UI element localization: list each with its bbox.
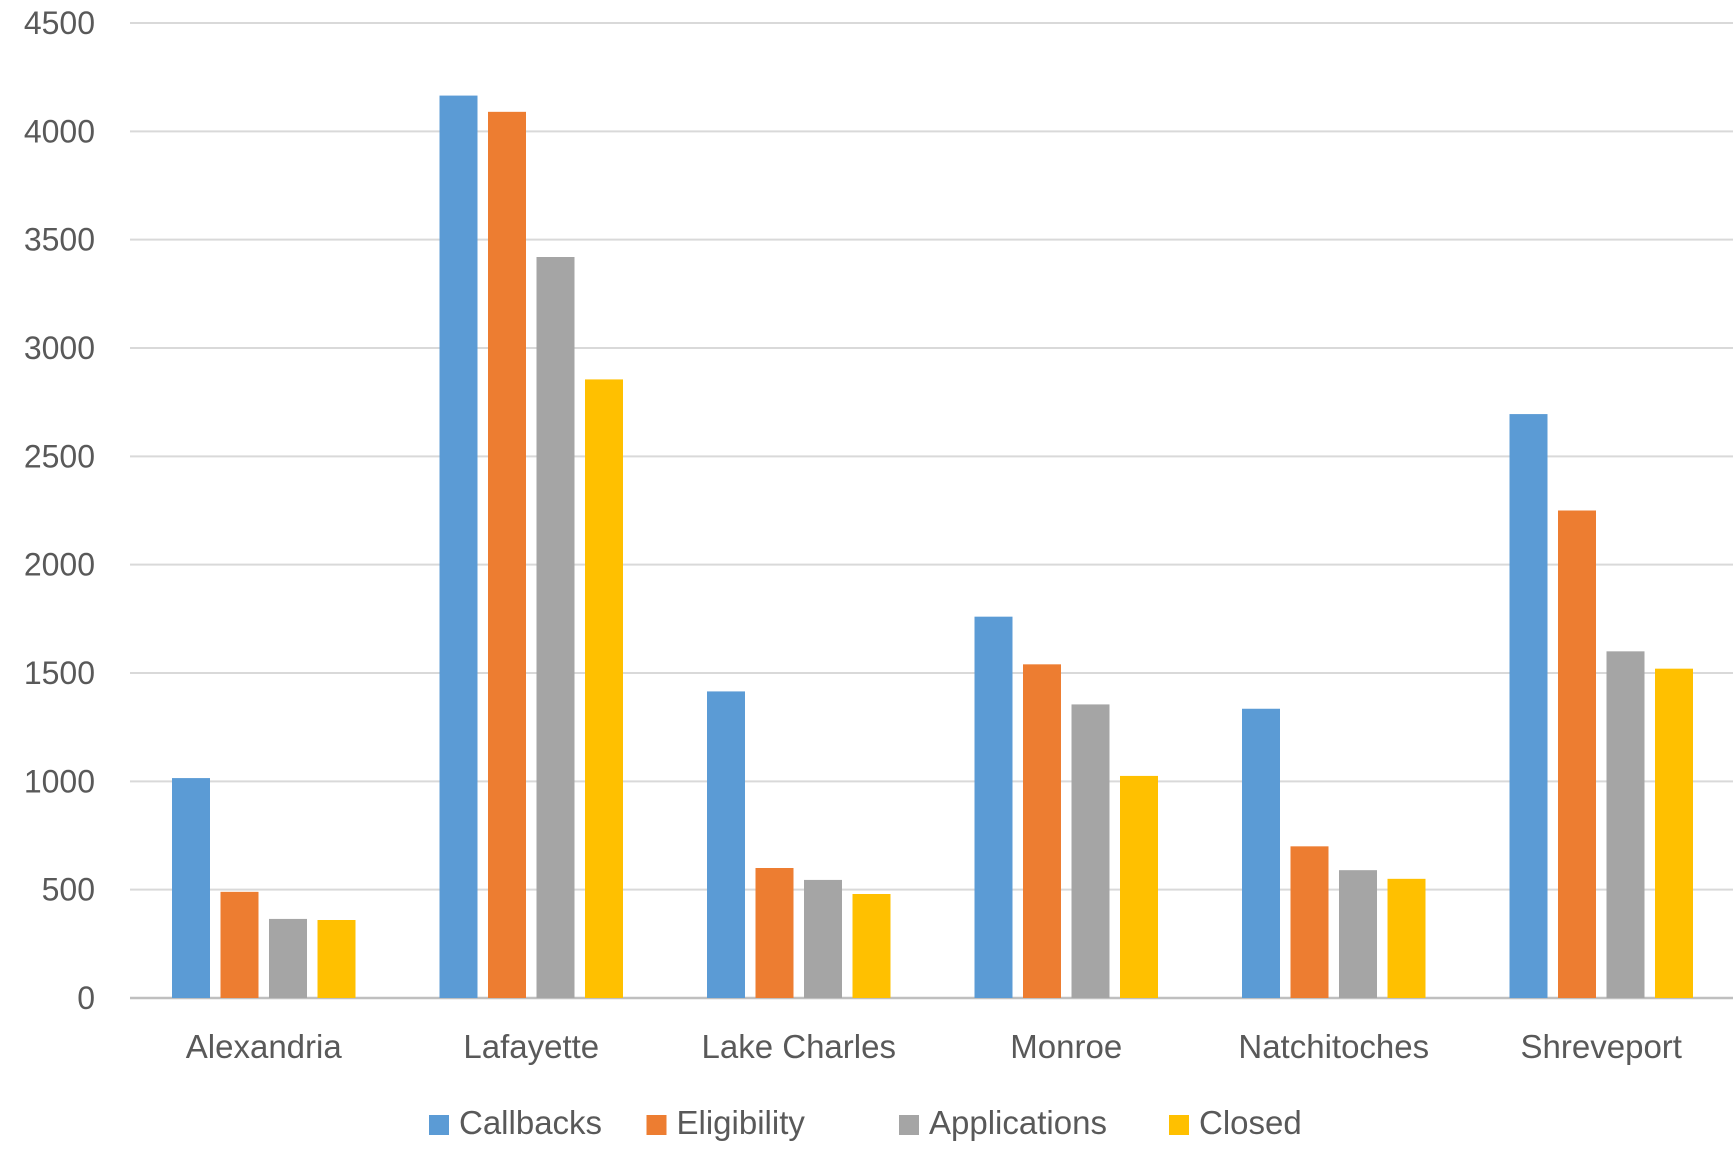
y-tick-label: 0 [77,980,95,1016]
legend-item-applications: Applications [899,1104,1107,1141]
x-axis-categories: Alexandria Lafayette Lake Charles Monroe Nat… [186,1028,1682,1065]
y-tick-label: 500 [42,872,95,908]
y-axis-ticks: 0 500 1000 1500 2000 2500 3000 3500 4000 4500 [24,5,95,1016]
bar-callbacks-alexandria [172,778,210,998]
bar-eligibility-lafayette [488,111,526,999]
bar-callbacks-natchitoches [1242,708,1280,998]
legend-swatch [1169,1115,1189,1135]
bar-applications-monroe [1071,704,1110,998]
legend-swatch [429,1115,449,1135]
bar-applications-lafayette [536,257,575,998]
gridlines [130,22,1733,1000]
bar-callbacks-lafayette [439,95,478,999]
bar-closed-monroe [1120,775,1158,998]
legend-label: Closed [1199,1104,1302,1141]
y-tick-label: 1000 [24,763,95,799]
bar-closed-lake-charles [852,894,891,998]
x-category-label: Lafayette [463,1028,599,1065]
legend-swatch [899,1115,919,1135]
legend-swatch [646,1115,667,1135]
bar-applications-alexandria [269,918,307,998]
bar-eligibility-shreveport [1558,510,1596,998]
y-tick-label: 3000 [24,330,95,366]
legend-label: Callbacks [459,1104,602,1141]
bar-applications-shreveport [1606,651,1645,998]
bar-applications-natchitoches [1339,870,1377,998]
bar-applications-lake-charles [804,879,842,998]
bar-eligibility-lake-charles [755,868,794,998]
y-tick-label: 3500 [24,222,95,258]
bar-callbacks-lake-charles [707,691,745,998]
legend-item-eligibility: Eligibility [646,1104,806,1141]
bar-closed-lafayette [585,379,623,999]
legend-item-callbacks: Callbacks [429,1104,602,1141]
x-category-label: Shreveport [1521,1028,1682,1065]
legend-label: Applications [929,1104,1107,1141]
y-tick-label: 4500 [24,5,95,41]
y-tick-label: 2000 [24,547,95,583]
legend-item-closed: Closed [1169,1104,1302,1141]
y-tick-label: 2500 [24,438,95,474]
x-category-label: Monroe [1010,1028,1122,1065]
bar-closed-alexandria [317,920,356,998]
y-tick-label: 1500 [24,655,95,691]
legend: Callbacks Eligibility Applications Closed [429,1104,1302,1141]
x-category-label: Natchitoches [1238,1028,1429,1065]
y-tick-label: 4000 [24,113,95,149]
bar-eligibility-natchitoches [1290,846,1329,998]
bar-callbacks-monroe [974,616,1013,998]
bar-callbacks-shreveport [1509,414,1548,998]
bars [172,95,1693,999]
x-category-label: Lake Charles [702,1028,896,1065]
bar-eligibility-alexandria [220,891,259,998]
bar-closed-shreveport [1655,668,1693,998]
bar-eligibility-monroe [1023,664,1061,998]
legend-label: Eligibility [677,1104,806,1141]
bar-closed-natchitoches [1387,878,1426,998]
x-category-label: Alexandria [186,1028,343,1065]
